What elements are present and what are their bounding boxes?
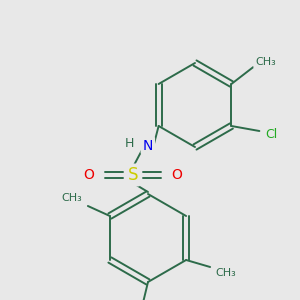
- Text: N: N: [142, 139, 153, 152]
- Text: H: H: [125, 137, 134, 150]
- Text: CH₃: CH₃: [216, 268, 236, 278]
- Text: O: O: [172, 168, 182, 182]
- Text: CH₃: CH₃: [61, 193, 82, 203]
- Text: Cl: Cl: [265, 128, 278, 140]
- Text: CH₃: CH₃: [255, 57, 276, 67]
- Text: O: O: [84, 168, 94, 182]
- Text: S: S: [128, 166, 138, 184]
